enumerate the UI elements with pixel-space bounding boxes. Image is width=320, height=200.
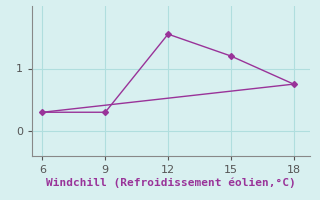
X-axis label: Windchill (Refroidissement éolien,°C): Windchill (Refroidissement éolien,°C) [46,178,296,188]
